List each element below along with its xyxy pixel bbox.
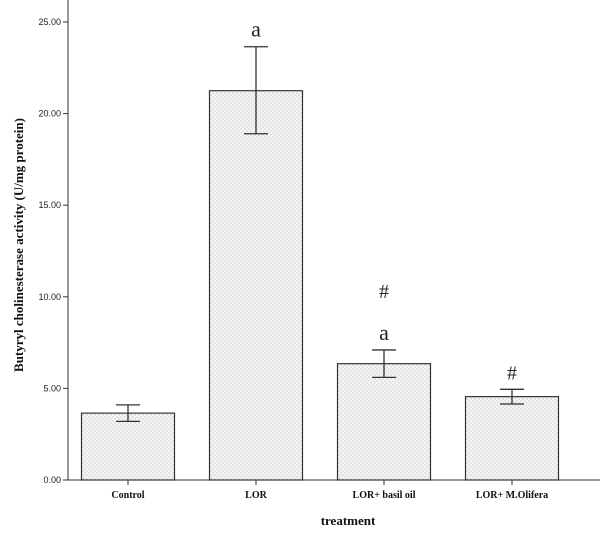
x-tick-label: LOR+ M.Olifera [476,490,548,501]
x-axis-title: treatment [321,513,376,528]
y-tick-label: 20.00 [38,109,61,119]
error-bars [116,46,524,423]
significance-hash-label: # [379,281,389,303]
x-tick-label: Control [111,490,144,501]
significance-a-label: a [379,320,389,345]
bar [208,90,304,481]
x-tick-label: LOR [245,490,267,501]
significance-hash-label: # [507,362,517,384]
bar [80,412,176,481]
y-tick-label: 0.00 [43,475,61,485]
x-tick-label: LOR+ basil oil [353,490,416,501]
labels: Control LOR a LOR+ basil oil a # LOR+ M.Olifer… [111,17,548,501]
y-tick-label: 25.00 [38,17,61,27]
bars [80,90,560,481]
significance-a-label: a [251,17,261,42]
y-tick-label: 10.00 [38,292,61,302]
y-axis-title: Butyryl cholinesterase activity (U/mg pr… [11,118,26,372]
bar [336,363,432,481]
y-tick-label: 5.00 [43,383,61,393]
y-tick-label: 15.00 [38,200,61,210]
bar [464,396,560,481]
